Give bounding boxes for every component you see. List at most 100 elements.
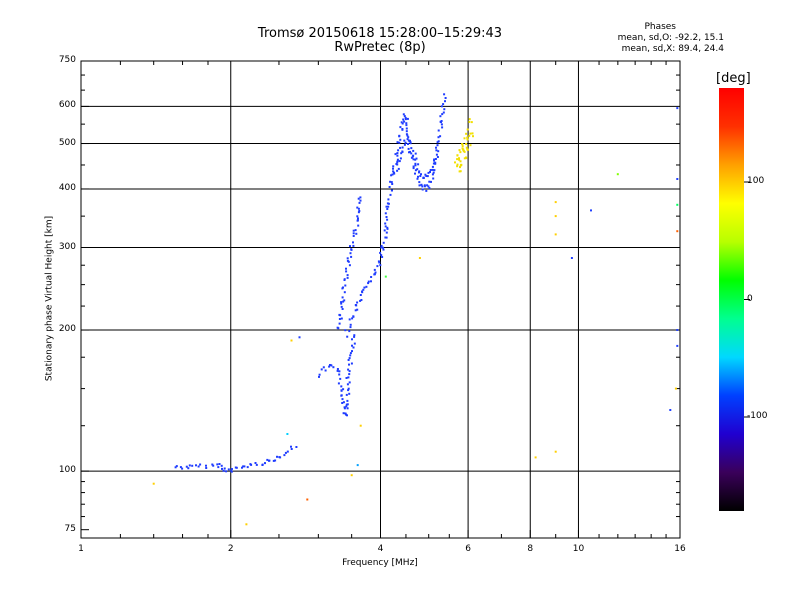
o-trace-point	[441, 126, 444, 129]
o-trace-point	[290, 448, 293, 450]
o-trace-point	[396, 141, 399, 144]
o-trace-point	[401, 150, 404, 153]
x-tick-label: 16	[674, 544, 686, 554]
o-trace-point	[434, 158, 437, 160]
o-trace-point	[405, 122, 408, 125]
o-trace-point	[225, 470, 228, 473]
o-trace-point	[421, 185, 424, 188]
o-trace-point	[388, 186, 391, 188]
scatter-point	[350, 474, 353, 477]
o-trace-point	[352, 244, 355, 247]
o-trace-point	[397, 167, 400, 170]
x-trace-point	[466, 136, 469, 139]
o-trace-point	[340, 302, 343, 305]
x-trace-point	[465, 156, 467, 159]
o-trace-point	[342, 388, 345, 391]
o-trace-point	[404, 118, 407, 121]
o-trace-point	[266, 458, 269, 461]
x-trace-point	[468, 134, 471, 137]
o-trace-point	[338, 322, 341, 325]
y-tick-label: 200	[58, 324, 76, 335]
o-trace-point	[396, 154, 399, 157]
y-tick-label: 100	[58, 465, 76, 476]
o-trace-point	[431, 168, 434, 171]
o-trace-point	[345, 270, 348, 273]
o-trace-point	[440, 121, 442, 124]
y-tick-label: 75	[64, 523, 76, 534]
o-trace-point	[428, 180, 431, 183]
o-trace-point	[340, 389, 343, 392]
axis-ticks	[80, 60, 681, 538]
o-trace-point	[349, 245, 351, 248]
o-trace-point	[436, 141, 439, 144]
o-trace-point	[279, 456, 282, 459]
o-trace-point	[389, 180, 392, 183]
o-trace-point	[320, 368, 323, 371]
o-trace-point	[235, 466, 238, 469]
o-trace-point	[340, 385, 343, 388]
o-trace-point	[211, 463, 214, 466]
o-trace-point	[346, 257, 349, 260]
o-trace-point	[332, 366, 335, 369]
o-trace-point	[351, 338, 353, 341]
o-trace-point	[342, 300, 345, 303]
scatter-point	[590, 209, 592, 212]
o-trace-point	[399, 126, 402, 129]
o-trace-point	[396, 163, 399, 166]
o-trace-point	[440, 123, 443, 126]
o-trace-point	[254, 462, 257, 464]
o-trace-point	[243, 465, 246, 468]
o-trace-point	[376, 265, 379, 268]
o-trace-point	[268, 459, 270, 462]
o-trace-point	[437, 129, 440, 132]
o-trace-point	[444, 97, 447, 99]
o-trace-point	[347, 359, 350, 361]
o-trace-point	[348, 357, 351, 360]
o-trace-point	[429, 169, 432, 171]
o-trace-point	[352, 235, 355, 237]
o-trace-point	[403, 120, 406, 123]
o-trace-point	[418, 171, 420, 174]
o-trace-point	[339, 377, 342, 380]
o-trace-point	[437, 150, 440, 153]
o-trace-point	[435, 153, 438, 156]
o-trace-point	[403, 139, 406, 142]
o-trace-point	[348, 392, 351, 395]
x-trace-point	[465, 143, 468, 145]
o-trace-point	[341, 402, 344, 404]
o-trace-point	[357, 211, 360, 214]
o-trace-point	[412, 167, 415, 170]
o-trace-point	[345, 267, 347, 270]
o-trace-point	[341, 296, 344, 299]
o-trace-point	[405, 127, 408, 130]
o-trace-point	[436, 156, 439, 158]
o-trace-point	[384, 225, 387, 228]
scatter-point	[359, 424, 362, 427]
o-trace-point	[410, 152, 413, 155]
colorbar-tick-label: 0	[747, 293, 753, 304]
x-trace-point	[458, 158, 461, 161]
o-trace-point	[414, 162, 417, 165]
o-trace-point	[318, 375, 320, 378]
o-trace-point	[358, 201, 361, 204]
o-trace-point	[212, 464, 215, 467]
o-trace-point	[341, 308, 344, 310]
o-trace-point	[423, 185, 426, 188]
o-trace-point	[346, 276, 349, 279]
o-trace-point	[390, 174, 393, 177]
o-trace-point	[391, 183, 394, 185]
o-trace-point	[340, 394, 343, 397]
o-trace-point	[414, 158, 417, 161]
o-trace-point	[343, 291, 346, 294]
scatter-point	[676, 178, 679, 180]
x-trace-point	[456, 158, 459, 161]
o-trace-point	[241, 466, 243, 469]
x-trace-point	[456, 163, 459, 166]
o-trace-point	[347, 387, 350, 390]
o-trace-point	[354, 309, 357, 312]
o-trace-point	[345, 405, 348, 408]
o-trace-point	[355, 304, 358, 307]
o-trace-point	[367, 280, 370, 283]
scatter-point	[676, 107, 679, 110]
o-trace-point	[355, 232, 358, 235]
